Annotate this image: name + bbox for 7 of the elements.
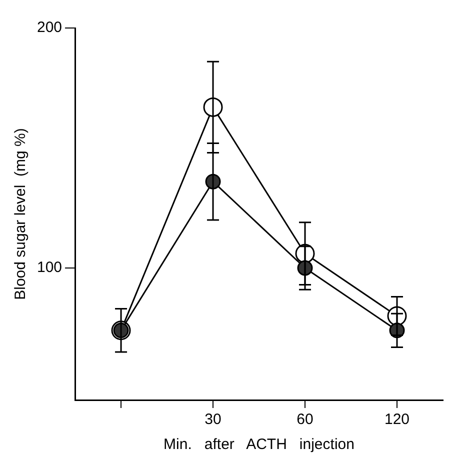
x-tick-label: 60 — [296, 411, 314, 428]
x-tick-label: 120 — [384, 411, 410, 428]
y-tick-label: 100 — [36, 259, 62, 276]
x-tick-label: 30 — [204, 411, 222, 428]
y-tick-label: 200 — [36, 19, 62, 36]
y-axis-title: Blood sugar level (mg %) — [12, 128, 30, 300]
x-axis-title: Min. after ACTH injection — [164, 436, 354, 454]
